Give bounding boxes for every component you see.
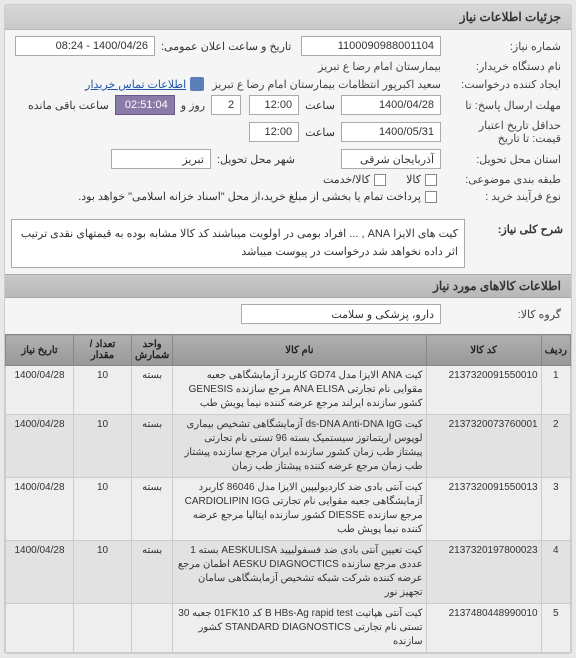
cell-date: 1400/04/28	[6, 415, 74, 478]
cell-code: 2137320091550013	[426, 478, 541, 541]
cell-idx: 1	[541, 366, 570, 415]
credit-date-field: 1400/05/31	[341, 122, 441, 142]
label-group: گروه کالا:	[441, 308, 561, 321]
header-form: شماره نیاز: 1100090988001104 تاریخ و ساع…	[5, 30, 571, 213]
label-credit: حداقل تاریخ اعتبار قیمت: تا تاریخ	[441, 119, 561, 145]
deadline-time-field: 12:00	[249, 95, 299, 115]
checkbox-goods[interactable]	[425, 174, 437, 186]
pub-datetime-field: 1400/04/26 - 08:24	[15, 36, 155, 56]
credit-time-field: 12:00	[249, 122, 299, 142]
cell-unit: بسته	[132, 478, 173, 541]
label-creator: ایجاد کننده درخواست:	[441, 78, 561, 91]
need-no-field: 1100090988001104	[301, 36, 441, 56]
creator-value: سعید اکبرپور انتظامات بیمارستان امام رضا…	[212, 78, 441, 91]
cell-date: 1400/04/28	[6, 541, 74, 604]
goods-section-title: اطلاعات کالاهای مورد نیاز	[5, 274, 571, 298]
cell-idx: 3	[541, 478, 570, 541]
cell-qty: 10	[74, 415, 132, 478]
th-qty[interactable]: تعداد / مقدار	[74, 335, 132, 366]
table-row[interactable]: 52137480448990010کیت آنتی هپاتیت B HBs-A…	[6, 604, 571, 653]
label-remain: ساعت باقی مانده	[28, 99, 109, 112]
th-date[interactable]: تاریخ نیاز	[6, 335, 74, 366]
time-left-field: 02:51:04	[115, 95, 175, 115]
label-buy-process: نوع فرآیند خرید :	[441, 190, 561, 203]
cell-idx: 4	[541, 541, 570, 604]
cell-date: 1400/04/28	[6, 366, 74, 415]
buyer-value: بیمارستان امام رضا ع تبریز	[318, 60, 441, 73]
cell-code: 2137480448990010	[426, 604, 541, 653]
goods-table: ردیف کد کالا نام کالا واحد شمارش تعداد /…	[5, 334, 571, 653]
label-day: روز و	[181, 99, 205, 112]
label-deadline: مهلت ارسال پاسخ: تا	[441, 99, 561, 112]
th-code[interactable]: کد کالا	[426, 335, 541, 366]
label-sub-topic: طبقه بندی موضوعی:	[441, 173, 561, 186]
checkbox-partial-pay[interactable]	[425, 191, 437, 203]
cell-name: کیت ds-DNA Anti-DNA IgG آزمایشگاهی تشخیص…	[173, 415, 426, 478]
partial-pay-text: پرداخت تمام یا بخشی از مبلغ خرید،از محل …	[78, 190, 421, 203]
contact-info-link[interactable]: اطلاعات تماس خریدار	[85, 78, 186, 91]
label-pub-datetime: تاریخ و ساعت اعلان عمومی:	[161, 40, 291, 53]
table-row[interactable]: 32137320091550013کیت آنتی بادی ضد کاردیو…	[6, 478, 571, 541]
label-need-no: شماره نیاز:	[441, 40, 561, 53]
cell-code: 2137320091550010	[426, 366, 541, 415]
table-row[interactable]: 12137320091550010کیت ANA الایزا مدل GD74…	[6, 366, 571, 415]
label-province: استان محل تحویل:	[441, 153, 561, 166]
cb-label-service: کالا/خدمت	[323, 173, 370, 186]
cell-qty: 10	[74, 478, 132, 541]
deadline-date-field: 1400/04/28	[341, 95, 441, 115]
cell-unit: بسته	[132, 541, 173, 604]
cell-name: کیت آنتی هپاتیت B HBs-Ag rapid test کد 0…	[173, 604, 426, 653]
cell-qty	[74, 604, 132, 653]
th-unit[interactable]: واحد شمارش	[132, 335, 173, 366]
cell-qty: 10	[74, 541, 132, 604]
table-row[interactable]: 22137320073760001کیت ds-DNA Anti-DNA IgG…	[6, 415, 571, 478]
cell-date: 1400/04/28	[6, 478, 74, 541]
panel-title: جزئیات اطلاعات نیاز	[5, 5, 571, 30]
cell-name: کیت ANA الایزا مدل GD74 کاربرد آزمایشگاه…	[173, 366, 426, 415]
cell-qty: 10	[74, 366, 132, 415]
cell-date	[6, 604, 74, 653]
label-hour-1: ساعت	[305, 99, 335, 112]
th-idx[interactable]: ردیف	[541, 335, 570, 366]
checkbox-service[interactable]	[374, 174, 386, 186]
cb-label-goods: کالا	[406, 173, 421, 186]
info-icon[interactable]	[190, 77, 204, 91]
table-row[interactable]: 42137320197800023کیت تعیین آنتی بادی ضد …	[6, 541, 571, 604]
province-field: آذربایجان شرقی	[341, 149, 441, 169]
cell-idx: 5	[541, 604, 570, 653]
label-hour-2: ساعت	[305, 126, 335, 139]
label-buyer: نام دستگاه خریدار:	[441, 60, 561, 73]
cell-unit: بسته	[132, 366, 173, 415]
desc-label: شرح کلی نیاز:	[471, 213, 571, 246]
days-left-field: 2	[211, 95, 241, 115]
cell-code: 2137320073760001	[426, 415, 541, 478]
table-header-row: ردیف کد کالا نام کالا واحد شمارش تعداد /…	[6, 335, 571, 366]
group-field: دارو، پزشکی و سلامت	[241, 304, 441, 324]
city-field: تبریز	[111, 149, 211, 169]
cell-unit	[132, 604, 173, 653]
cell-name: کیت آنتی بادی ضد کاردیولیپین الایزا مدل …	[173, 478, 426, 541]
cell-code: 2137320197800023	[426, 541, 541, 604]
cell-unit: بسته	[132, 415, 173, 478]
desc-text: کیت های الایزا ANA , ... افراد بومی در ا…	[11, 219, 465, 268]
cell-idx: 2	[541, 415, 570, 478]
th-name[interactable]: نام کالا	[173, 335, 426, 366]
label-city: شهر محل تحویل:	[217, 153, 295, 166]
cell-name: کیت تعیین آنتی بادی ضد فسفولیپید AESKULI…	[173, 541, 426, 604]
